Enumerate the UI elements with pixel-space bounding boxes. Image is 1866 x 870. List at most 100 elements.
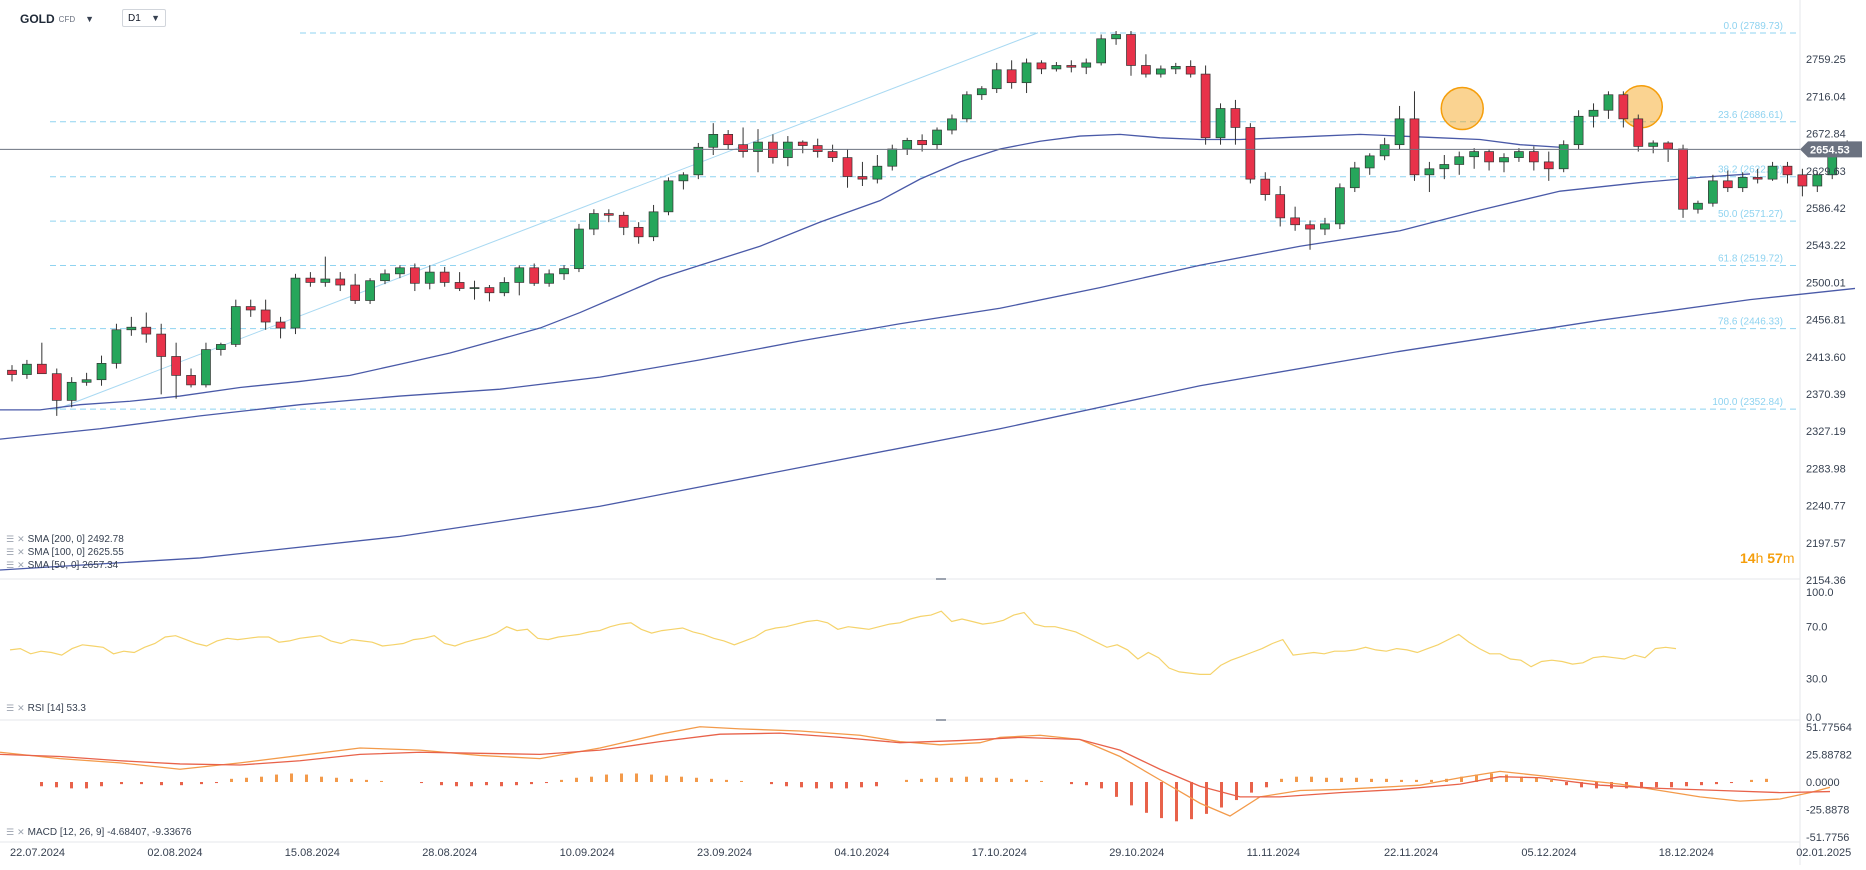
macd-histogram-bar [560,779,563,782]
candle-body [7,369,17,375]
candle-body [589,213,599,230]
candle-body [365,280,375,301]
candle-body [1469,151,1480,158]
candle-body [559,268,569,275]
chevron-down-icon: ▼ [85,14,95,24]
close-icon[interactable]: ✕ [17,534,25,544]
candle-body [1722,180,1733,189]
list-icon[interactable]: ☰ [6,534,15,544]
close-icon[interactable]: ✕ [17,547,25,557]
macd-histogram-bar [815,782,818,789]
macd-histogram-bar [40,782,43,787]
candle-body [827,151,838,158]
macd-histogram-bar [1475,774,1478,782]
close-icon[interactable]: ✕ [17,827,25,837]
time-tick-label: 11.11.2024 [1247,847,1300,859]
fib-level-label: 61.8 (2519.72) [1718,253,1783,264]
candle-body [1812,174,1823,187]
close-icon[interactable]: ✕ [17,560,25,570]
time-tick-label: 15.08.2024 [285,847,340,859]
candle-body [1767,165,1778,180]
candle-body [1752,177,1763,180]
macd-histogram-bar [1130,782,1133,806]
price-tick-label: 2154.36 [1806,575,1846,587]
macd-histogram-bar [770,782,773,785]
macd-histogram-bar [1280,778,1283,782]
price-tick-label: 2759.25 [1806,54,1846,66]
candle-body [633,226,644,238]
macd-histogram-bar [620,773,623,782]
sma100-line [0,173,1751,440]
legend-sma200-text: SMA [200, 0] 2492.78 [27,534,124,545]
candle-body [1335,187,1345,225]
candle-body [663,180,674,213]
candle-body [1155,68,1166,75]
countdown-minutes-unit: m [1782,550,1795,566]
candle-body [1558,144,1569,170]
price-tick-label: 2413.60 [1806,352,1846,364]
macd-histogram-bar [1220,782,1223,808]
macd-histogram-bar [1355,777,1358,782]
macd-histogram-bar [635,773,638,782]
candle-body [260,309,271,323]
macd-histogram-bar [875,782,878,787]
candle-body [499,282,510,294]
macd-histogram-bar [860,782,863,788]
candle-body [1036,62,1047,70]
candle-body [484,287,495,294]
macd-histogram-bar [1580,782,1583,788]
macd-histogram-bar [1370,778,1373,782]
candle-body [1170,65,1181,70]
candle-body [1320,223,1330,230]
list-icon[interactable]: ☰ [6,560,15,570]
candle-body [66,381,77,401]
symbol-selector[interactable]: GOLD CFD ▼ [20,10,94,28]
candle-body [678,174,689,182]
macd-histogram-bar [1685,782,1688,787]
candle-body [1693,202,1703,210]
candle-body [1484,151,1494,163]
price-tick-label: 2629.63 [1806,166,1846,178]
price-tick-label: 2240.77 [1806,501,1846,513]
macd-histogram-bar [995,777,998,782]
candle-body [454,282,465,289]
macd-histogram-bar [1100,782,1103,789]
timeframe-selector[interactable]: D1 ▼ [122,9,166,27]
macd-histogram-bar [1400,779,1403,782]
macd-histogram-bar [1765,778,1768,782]
candle-body [1290,217,1300,226]
panel-resize-handle [936,719,946,721]
candle-body [1648,142,1659,147]
macd-histogram-bar [470,782,473,787]
candle-body [1215,108,1226,139]
time-tick-label: 04.10.2024 [834,847,889,859]
candle-body [947,118,957,131]
macd-histogram-bar [1670,782,1673,788]
candle-body [797,141,808,146]
macd-histogram-bar [1115,782,1118,797]
price-tick-label: 2283.98 [1806,463,1846,475]
fib-level-label: 78.6 (2446.33) [1718,317,1783,328]
time-tick-label: 18.12.2024 [1659,847,1714,859]
list-icon[interactable]: ☰ [6,703,15,713]
rsi-tick-label: 100.0 [1806,587,1834,599]
macd-signal-line [0,732,1831,798]
candle-body [320,278,331,283]
candle-body [1514,151,1524,158]
price-tick-label: 2327.19 [1806,426,1846,438]
macd-histogram-bar [665,775,668,782]
list-icon[interactable]: ☰ [6,547,15,557]
candle-body [932,129,942,146]
candle-body [1305,224,1315,230]
close-icon[interactable]: ✕ [17,703,25,713]
candle-body [693,146,704,176]
list-icon[interactable]: ☰ [6,827,15,837]
macd-histogram-bar [650,774,653,782]
time-tick-label: 02.08.2024 [147,847,202,859]
highlight-circle [1440,86,1484,131]
time-tick-label: 28.08.2024 [422,847,477,859]
candle-body [1096,38,1107,64]
panel-resize-handle [936,578,946,580]
candle-body [350,284,361,301]
